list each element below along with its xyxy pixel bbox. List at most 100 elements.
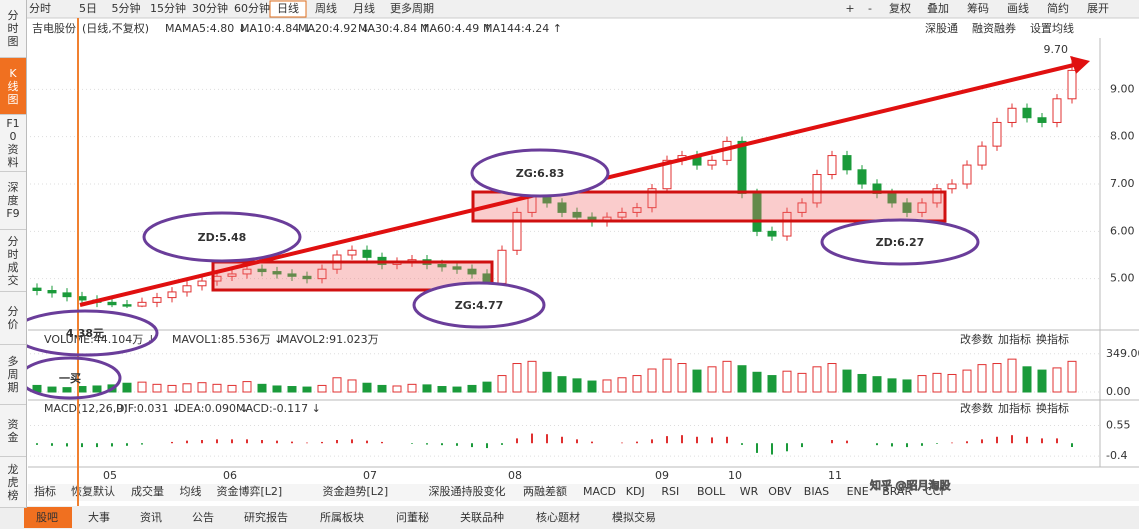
bottom-tab[interactable]: 大事 [88, 510, 110, 524]
toolbar-button[interactable]: - [868, 2, 872, 15]
volume-bar [812, 366, 822, 393]
period-tab[interactable]: 15分钟 [150, 1, 186, 15]
sidebar-tab[interactable]: K线图 [0, 58, 26, 115]
sidebar-tab[interactable]: 分价 [0, 292, 26, 345]
volume-bar [1037, 369, 1047, 393]
indicator-tab[interactable]: WR [740, 485, 759, 498]
sidebar-tab[interactable]: 深度F9 [0, 172, 26, 230]
candle-body [617, 211, 627, 218]
volume-bar [827, 363, 837, 393]
volume-bar [707, 366, 717, 393]
indicator-tab[interactable]: ENE [847, 485, 869, 498]
period-tab[interactable]: 更多周期 [390, 1, 434, 15]
toolbar-button[interactable]: 画线 [1007, 1, 1029, 15]
info-button[interactable]: 融资融券 [972, 21, 1016, 35]
volume-bar [962, 369, 972, 393]
toolbar-button[interactable]: + [845, 2, 854, 15]
indicator-tab[interactable]: 成交量 [131, 484, 164, 498]
ma-legend: MA20:4.92 ↓ [298, 22, 370, 35]
panel-button[interactable]: 加指标 [998, 401, 1031, 415]
period-tab[interactable]: 周线 [315, 1, 337, 15]
indicator-tab[interactable]: CCI [925, 485, 944, 498]
y-tick-label: 6.00 [1110, 224, 1135, 237]
info-button[interactable]: 深股通 [925, 22, 958, 35]
period-tab[interactable]: 分时 [29, 2, 51, 15]
candle-body [77, 296, 87, 301]
panel-button[interactable]: 改参数 [960, 332, 993, 346]
y-tick-label: 8.00 [1110, 130, 1135, 143]
indicator-tab[interactable]: 两融差额 [523, 484, 567, 498]
bottom-tab[interactable]: 关联品种 [460, 510, 504, 524]
bottom-tab[interactable]: 股吧 [36, 511, 58, 524]
sidebar-tab[interactable]: F10资料 [0, 115, 26, 172]
sidebar: 分时图 K线图 F10资料 深度F9 分时成交 分价 多周期 资金 龙虎榜 [0, 0, 27, 508]
volume-bar [227, 384, 237, 393]
candle-body [662, 159, 672, 190]
volume-bar [212, 383, 222, 393]
indicator-tab[interactable]: 恢复默认 [71, 484, 115, 498]
indicator-tab[interactable]: RSI [661, 485, 679, 498]
period-tab[interactable]: 5日 [79, 2, 97, 15]
bottom-tab[interactable]: 模拟交易 [612, 510, 656, 524]
sidebar-tab[interactable]: 分时成交 [0, 230, 26, 292]
period-tab[interactable]: 日线 [277, 1, 299, 15]
indicator-tab[interactable]: 资金趋势[L2] [323, 484, 389, 498]
candle-body [32, 287, 42, 291]
candle-body [827, 155, 837, 176]
indicator-tab[interactable]: BRAR [882, 485, 912, 498]
toolbar-button[interactable]: 展开 [1087, 2, 1109, 15]
indicator-tab[interactable]: MACD [583, 485, 616, 498]
indicator-tab[interactable]: 均线 [180, 484, 202, 498]
candle-body [917, 202, 927, 213]
indicator-tab[interactable]: KDJ [626, 485, 645, 498]
panel-button[interactable]: 换指标 [1036, 332, 1069, 346]
volume-bar [137, 381, 147, 393]
period-tab[interactable]: 30分钟 [192, 1, 228, 15]
volume-bar [737, 365, 747, 393]
indicator-tab[interactable]: 深股通持股变化 [429, 484, 506, 498]
sidebar-tab[interactable]: 分时图 [0, 0, 26, 58]
sidebar-tab[interactable]: 龙虎榜 [0, 457, 26, 508]
candle-body [707, 159, 717, 166]
panel-button[interactable]: 改参数 [960, 401, 993, 415]
bottom-tab[interactable]: 核心题材 [536, 510, 580, 524]
active-bottom-tab [24, 507, 72, 528]
annotation-label: ZG:4.77 [455, 299, 504, 312]
volume-bar [122, 382, 132, 393]
info-button[interactable]: 设置均线 [1030, 21, 1074, 35]
volume-bar [1052, 367, 1062, 393]
toolbar-button[interactable]: 复权 [889, 1, 911, 15]
indicator-tab[interactable]: BOLL [697, 485, 726, 498]
candle-body [572, 211, 582, 218]
panel-button[interactable]: 换指标 [1036, 401, 1069, 415]
volume-bar [77, 386, 87, 393]
toolbar-button[interactable]: 筹码 [967, 1, 989, 15]
indicator-tab[interactable]: 指标 [34, 484, 56, 498]
active-tab [269, 0, 307, 18]
candle-body [1007, 107, 1017, 123]
bottom-tab[interactable]: 问董秘 [396, 510, 429, 524]
candle-body [107, 301, 117, 306]
bottom-tab[interactable]: 公告 [192, 511, 214, 524]
volume-bar [1022, 366, 1032, 393]
bottom-tab[interactable]: 资讯 [140, 511, 162, 524]
indicator-tab[interactable]: BIAS [804, 485, 829, 498]
indicator-tab[interactable]: 资金博弈[L2] [217, 484, 283, 498]
toolbar-button[interactable]: 叠加 [927, 2, 949, 15]
candle-body [512, 211, 522, 251]
period-tab[interactable]: 5分钟 [112, 1, 141, 15]
sidebar-tab[interactable]: 多周期 [0, 345, 26, 405]
volume-bar [497, 375, 507, 393]
toolbar-button[interactable]: 简约 [1047, 1, 1069, 15]
indicator-tab[interactable]: OBV [768, 485, 792, 498]
candle-body [932, 188, 942, 204]
period-tab[interactable]: 60分钟 [234, 1, 270, 15]
bottom-tab[interactable]: 所属板块 [320, 510, 364, 524]
volume-bar [782, 370, 792, 393]
candle-body [152, 297, 162, 303]
sidebar-tab[interactable]: 资金 [0, 405, 26, 457]
period-tab[interactable]: 月线 [353, 1, 375, 15]
bottom-tab[interactable]: 研究报告 [244, 510, 288, 524]
panel-button[interactable]: 加指标 [998, 332, 1031, 346]
